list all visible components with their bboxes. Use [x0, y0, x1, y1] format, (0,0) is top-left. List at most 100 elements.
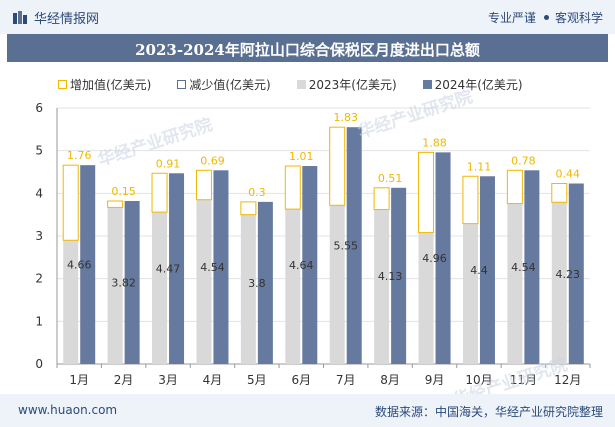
- bar-2024-10: [479, 176, 495, 364]
- x-tick-label-8: 8月: [380, 373, 400, 387]
- bar-increase-8: [373, 187, 390, 211]
- label-2024-5: 3.8: [248, 277, 266, 290]
- chart-title-bar: 2023-2024年阿拉山口综合保税区月度进出口总额: [7, 34, 608, 62]
- label-2024-12: 4.23: [556, 268, 581, 281]
- x-tick-label-12: 12月: [554, 373, 581, 387]
- y-tick-label: 3: [35, 229, 43, 243]
- label-increase-10: 1.11: [467, 160, 492, 173]
- bar-increase-9: [418, 151, 435, 234]
- bar-increase-10: [462, 175, 479, 225]
- bar-chart: 0 1 2 3 4 5 6 1.76 4.66 1月 0.15 3.82 2月 0.91 4.47 3月 0.6…: [35, 101, 591, 387]
- legend-item-increase: 增加值(亿美元): [58, 76, 151, 93]
- legend-swatch-increase: [58, 79, 67, 89]
- footer-source: 数据来源：中国海关，华经产业研究院整理: [374, 405, 603, 419]
- x-tick-label-9: 9月: [425, 373, 445, 387]
- label-increase-3: 0.91: [156, 157, 181, 170]
- legend-item-2024: 2024年(亿美元): [422, 76, 523, 93]
- label-2024-3: 4.47: [156, 263, 181, 276]
- x-tick-label-3: 3月: [158, 373, 178, 387]
- bar-2024-7: [346, 127, 362, 364]
- legend-swatch-2023: [296, 79, 306, 89]
- bar-2023-7: [329, 205, 345, 364]
- bar-2023-8: [374, 209, 390, 364]
- bar-2023-11: [507, 203, 523, 364]
- bar-increase-12: [551, 183, 568, 203]
- label-2024-8: 4.13: [378, 270, 403, 283]
- bar-2023-2: [107, 207, 123, 364]
- bar-increase-2: [107, 200, 124, 208]
- bar-increase-6: [284, 165, 301, 210]
- label-increase-9: 1.88: [422, 136, 447, 149]
- chart-title: 2023-2024年阿拉山口综合保税区月度进出口总额: [135, 41, 480, 59]
- x-tick-label-11: 11月: [510, 373, 537, 387]
- label-2024-11: 4.54: [511, 261, 536, 274]
- label-2024-7: 5.55: [333, 240, 358, 253]
- label-2024-1: 4.66: [67, 259, 92, 272]
- y-tick-label: 1: [35, 314, 43, 328]
- legend-swatch-2024: [422, 79, 432, 89]
- bar-2024-3: [169, 173, 185, 364]
- chart-legend: 增加值(亿美元) 减少值(亿美元) 2023年(亿美元) 2024年(亿美元): [58, 75, 523, 93]
- label-increase-1: 1.76: [67, 149, 92, 162]
- bar-increase-11: [506, 169, 523, 205]
- brand-logo-icon: [13, 10, 27, 24]
- bar-2024-1: [80, 165, 96, 364]
- bar-2023-9: [418, 232, 434, 364]
- y-tick-label: 4: [35, 186, 43, 200]
- legend-item-decrease: 减少值(亿美元): [177, 76, 271, 93]
- label-increase-6: 1.01: [289, 150, 314, 163]
- bar-2024-9: [435, 152, 451, 364]
- label-2024-9: 4.96: [422, 252, 447, 265]
- label-increase-5: 0.3: [248, 186, 266, 199]
- bar-2024-11: [524, 170, 540, 364]
- separator-dot-icon: [543, 15, 549, 20]
- legend-label-decrease: 减少值(亿美元): [189, 77, 271, 92]
- y-tick-label: 2: [35, 272, 43, 286]
- legend-item-2023: 2023年(亿美元): [296, 76, 397, 93]
- bar-2024-12: [568, 183, 584, 364]
- legend-label-2024: 2024年(亿美元): [434, 77, 523, 92]
- brand-name: 华经情报网: [34, 12, 100, 27]
- bar-2023-6: [285, 209, 301, 364]
- label-increase-4: 0.69: [200, 154, 225, 167]
- x-tick-label-1: 1月: [69, 373, 89, 387]
- label-2024-4: 4.54: [200, 261, 225, 274]
- label-2024-6: 4.64: [289, 259, 314, 272]
- bar-2023-12: [551, 202, 567, 364]
- y-tick-label: 0: [35, 357, 43, 371]
- legend-swatch-decrease: [177, 79, 187, 89]
- label-increase-11: 0.78: [511, 154, 536, 167]
- label-increase-2: 0.15: [111, 185, 136, 198]
- bar-2024-4: [213, 170, 229, 364]
- label-2024-2: 3.82: [111, 277, 136, 290]
- bar-2024-2: [124, 201, 140, 364]
- footer-site: www.huaon.com: [18, 403, 118, 417]
- bar-2023-3: [152, 212, 168, 364]
- bar-increase-5: [240, 201, 257, 216]
- x-tick-label-10: 10月: [465, 373, 492, 387]
- bar-increase-7: [329, 126, 346, 206]
- label-increase-7: 1.83: [333, 111, 358, 124]
- footer-bar: www.huaon.com 数据来源：中国海关，华经产业研究院整理: [0, 394, 615, 427]
- bar-2023-10: [462, 223, 478, 364]
- bar-2024-6: [302, 166, 318, 364]
- bar-increase-1: [62, 164, 79, 241]
- legend-label-increase: 增加值(亿美元): [70, 77, 152, 92]
- x-tick-label-4: 4月: [203, 373, 223, 387]
- label-increase-12: 0.44: [556, 168, 581, 181]
- x-tick-label-2: 2月: [114, 373, 134, 387]
- tag-objective: 客观科学: [554, 11, 603, 25]
- tagline: 专业严谨 客观科学: [488, 9, 603, 26]
- x-tick-label-6: 6月: [291, 373, 311, 387]
- label-2024-10: 4.4: [470, 264, 488, 277]
- brand: 华经情报网: [12, 8, 99, 27]
- bar-2024-5: [257, 201, 273, 364]
- y-tick-label: 6: [35, 101, 43, 115]
- bar-increase-3: [151, 172, 168, 213]
- x-tick-label-5: 5月: [247, 373, 267, 387]
- legend-label-2023: 2023年(亿美元): [308, 77, 397, 92]
- bar-2024-8: [391, 187, 407, 364]
- label-increase-8: 0.51: [378, 172, 403, 185]
- bar-2023-1: [63, 240, 79, 364]
- bar-2023-5: [240, 214, 256, 364]
